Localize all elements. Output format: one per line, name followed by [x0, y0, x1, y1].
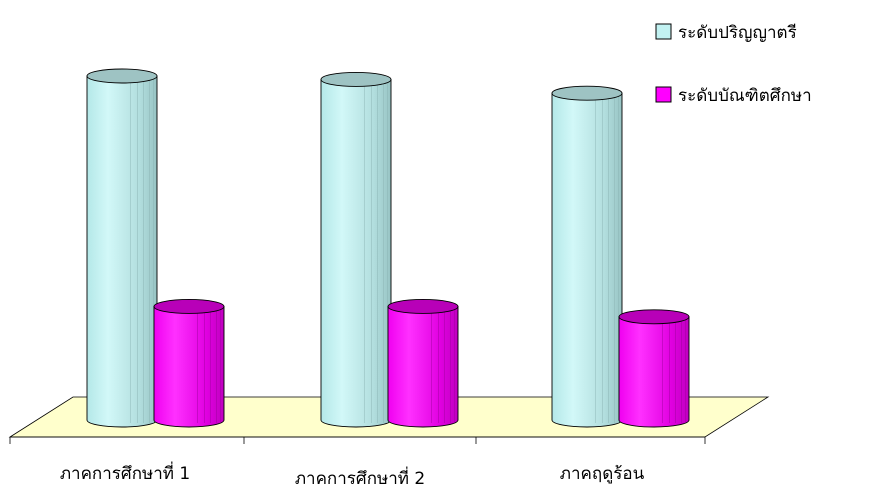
bar-undergraduate-1 — [87, 69, 157, 427]
category-label-1: ภาคการศึกษาที่ 1 — [60, 461, 190, 484]
legend-swatch-undergraduate — [656, 24, 671, 39]
cylinder-cap — [154, 299, 224, 313]
bar-graduate-2 — [388, 299, 458, 427]
legend: ระดับปริญญาตรี ระดับบัณฑิตศึกษา — [656, 23, 812, 106]
bar-graduate-3 — [619, 310, 689, 427]
cylinder-cap — [388, 299, 458, 313]
cylinder-body — [552, 93, 622, 427]
cylinder-body — [154, 306, 224, 427]
bar-undergraduate-3 — [552, 86, 622, 427]
bars-group — [87, 69, 689, 427]
legend-label-graduate: ระดับบัณฑิตศึกษา — [678, 86, 812, 106]
cylinder-cap — [552, 86, 622, 100]
cylinder-cap — [619, 310, 689, 324]
cylinder-body — [619, 317, 689, 427]
cylinder-body — [321, 79, 391, 427]
cylinder-body — [388, 306, 458, 427]
category-label-2: ภาคการศึกษาที่ 2 — [295, 466, 425, 489]
cylinder-body — [87, 76, 157, 427]
cylinder-cap — [321, 72, 391, 86]
legend-swatch-graduate — [656, 87, 671, 102]
legend-label-undergraduate: ระดับปริญญาตรี — [678, 23, 797, 43]
category-label-3: ภาคฤดูร้อน — [560, 464, 645, 484]
cylinder-cap — [87, 69, 157, 83]
bar-undergraduate-2 — [321, 72, 391, 427]
bar-graduate-1 — [154, 299, 224, 427]
